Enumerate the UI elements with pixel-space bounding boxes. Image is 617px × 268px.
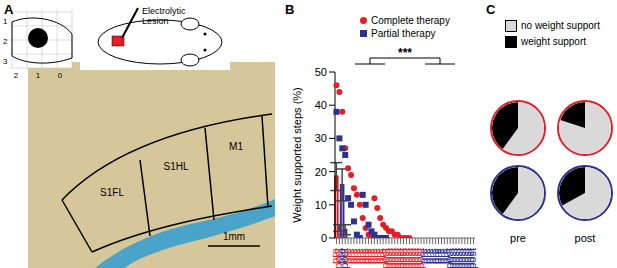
html-text:Weight supported steps (%): Weight supported steps (%) bbox=[291, 87, 303, 223]
html-text:pre: pre bbox=[510, 232, 526, 244]
svg-text:S1HL: S1HL bbox=[163, 161, 188, 172]
svg-text:10: 10 bbox=[315, 199, 327, 211]
svg-text:2: 2 bbox=[3, 37, 8, 46]
svg-text:Electrolytic: Electrolytic bbox=[142, 6, 186, 16]
svg-text:1: 1 bbox=[36, 71, 41, 80]
html-text:Partial therapy: Partial therapy bbox=[371, 28, 436, 39]
svg-text:30: 30 bbox=[315, 132, 327, 144]
html-text:post: post bbox=[574, 232, 596, 244]
svg-text:S1FL: S1FL bbox=[100, 187, 124, 198]
html-text:Complete therapy: Complete therapy bbox=[371, 15, 450, 26]
svg-text:1: 1 bbox=[3, 17, 8, 26]
svg-text:0: 0 bbox=[321, 232, 327, 244]
svg-text:3: 3 bbox=[3, 57, 8, 66]
svg-text:40: 40 bbox=[315, 99, 327, 111]
html-text:C: C bbox=[486, 2, 496, 17]
svg-text:1mm: 1mm bbox=[223, 231, 245, 242]
html-text:no weight support: no weight support bbox=[521, 20, 600, 31]
html-text:B: B bbox=[285, 2, 295, 17]
svg-text:A: A bbox=[4, 2, 14, 17]
html-text:weight support: weight support bbox=[521, 36, 586, 47]
svg-text:20: 20 bbox=[315, 166, 327, 178]
svg-text:50: 50 bbox=[315, 66, 327, 78]
svg-text:0: 0 bbox=[58, 71, 63, 80]
svg-text:2: 2 bbox=[14, 71, 19, 80]
svg-text:M1: M1 bbox=[229, 141, 243, 152]
svg-text:post: post bbox=[466, 248, 478, 268]
svg-text:***: *** bbox=[398, 46, 412, 60]
svg-text:Lesion: Lesion bbox=[142, 16, 169, 26]
